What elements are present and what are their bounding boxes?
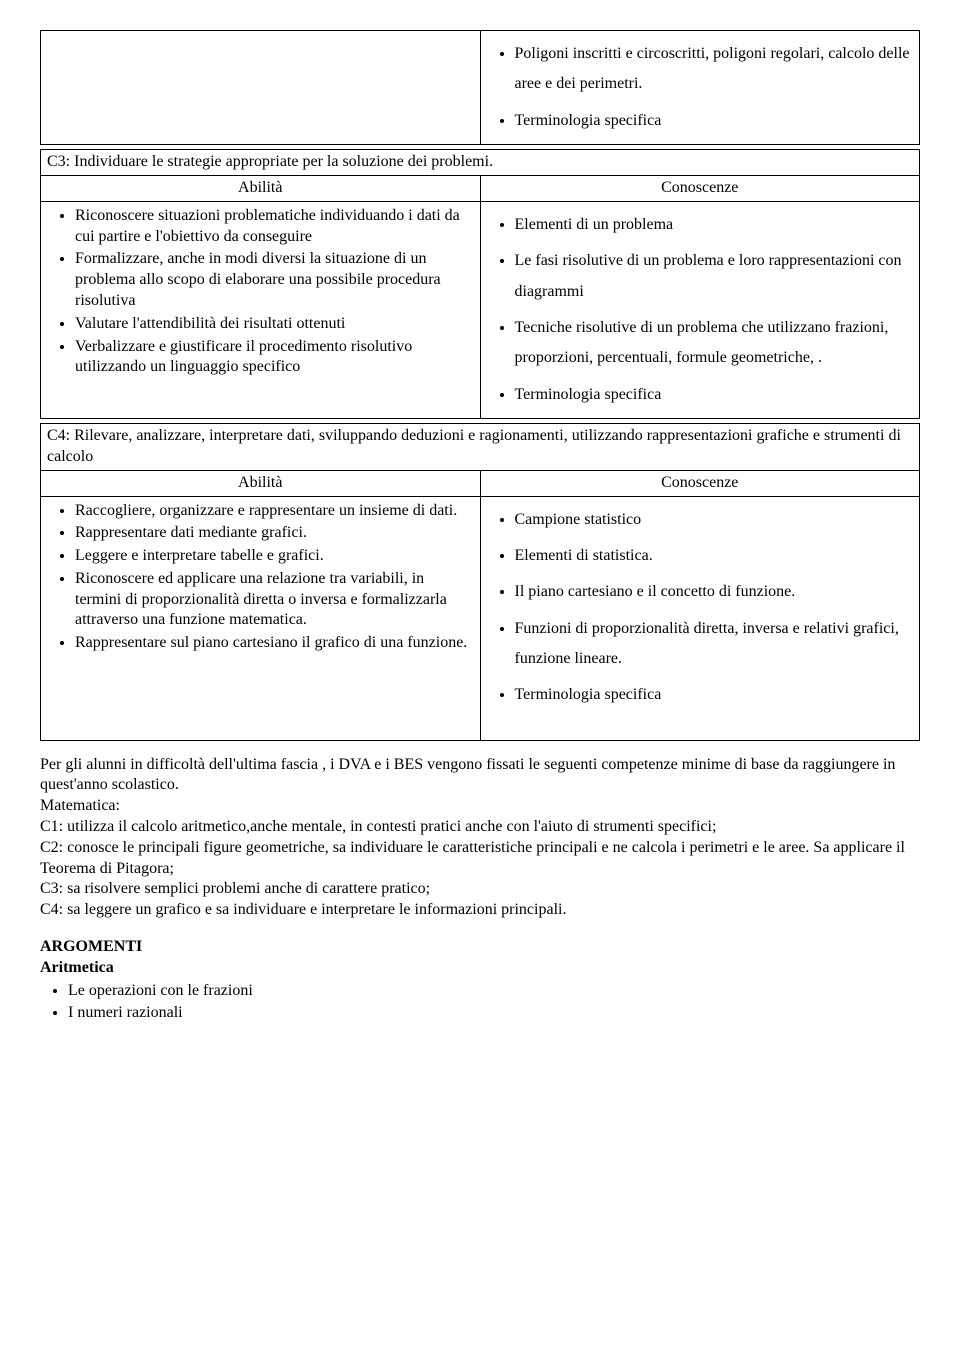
c3-left-cell: Riconoscere situazioni problematiche ind… [41,201,481,418]
list-item: Riconoscere ed applicare una relazione t… [75,569,474,631]
list-item: I numeri razionali [68,1003,920,1024]
c4-table: C4: Rilevare, analizzare, interpretare d… [40,423,920,741]
para-line: C3: sa risolvere semplici problemi anche… [40,879,920,900]
list-item: Leggere e interpretare tabelle e grafici… [75,546,474,567]
list-item: Terminologia specifica [515,380,914,410]
para-line: C4: sa leggere un grafico e sa individua… [40,900,920,921]
c4-title-cell: C4: Rilevare, analizzare, interpretare d… [41,424,920,471]
list-item: Tecniche risolutive di un problema che u… [515,313,914,374]
list-item: Elementi di statistica. [515,541,914,571]
list-item: Poligoni inscritti e circoscritti, polig… [515,39,914,100]
list-item: Rappresentare dati mediante grafici. [75,523,474,544]
top-right-cell: Poligoni inscritti e circoscritti, polig… [480,31,920,145]
list-item: Le fasi risolutive di un problema e loro… [515,246,914,307]
argomenti-sub: Aritmetica [40,958,920,979]
list-item: Riconoscere situazioni problematiche ind… [75,206,474,248]
para-line: Per gli alunni in difficoltà dell'ultima… [40,755,920,797]
list-item: Raccogliere, organizzare e rappresentare… [75,501,474,522]
list-item: Le operazioni con le frazioni [68,981,920,1002]
para-line: Matematica: [40,796,920,817]
c4-left-cell: Raccogliere, organizzare e rappresentare… [41,496,481,740]
para-line: C1: utilizza il calcolo aritmetico,anche… [40,817,920,838]
c3-header-left: Abilità [41,175,481,201]
c3-right-cell: Elementi di un problema Le fasi risoluti… [480,201,920,418]
list-item: Formalizzare, anche in modi diversi la s… [75,249,474,311]
list-item: Verbalizzare e giustificare il procedime… [75,337,474,379]
list-item: Terminologia specifica [515,680,914,710]
list-item: Il piano cartesiano e il concetto di fun… [515,577,914,607]
list-item: Funzioni di proporzionalità diretta, inv… [515,614,914,675]
list-item: Elementi di un problema [515,210,914,240]
top-table: Poligoni inscritti e circoscritti, polig… [40,30,920,145]
c3-title-cell: C3: Individuare le strategie appropriate… [41,150,920,176]
list-item: Valutare l'attendibilità dei risultati o… [75,314,474,335]
c3-table: C3: Individuare le strategie appropriate… [40,149,920,419]
list-item: Campione statistico [515,505,914,535]
argomenti-list: Le operazioni con le frazioni I numeri r… [40,981,920,1025]
para-line: C2: conosce le principali figure geometr… [40,838,920,880]
c4-header-left: Abilità [41,470,481,496]
argomenti-heading: ARGOMENTI [40,937,920,958]
c4-header-right: Conoscenze [480,470,920,496]
list-item: Terminologia specifica [515,106,914,136]
top-left-cell [41,31,481,145]
paragraph-block: Per gli alunni in difficoltà dell'ultima… [40,755,920,921]
c3-header-right: Conoscenze [480,175,920,201]
list-item: Rappresentare sul piano cartesiano il gr… [75,633,474,654]
c4-right-cell: Campione statistico Elementi di statisti… [480,496,920,740]
